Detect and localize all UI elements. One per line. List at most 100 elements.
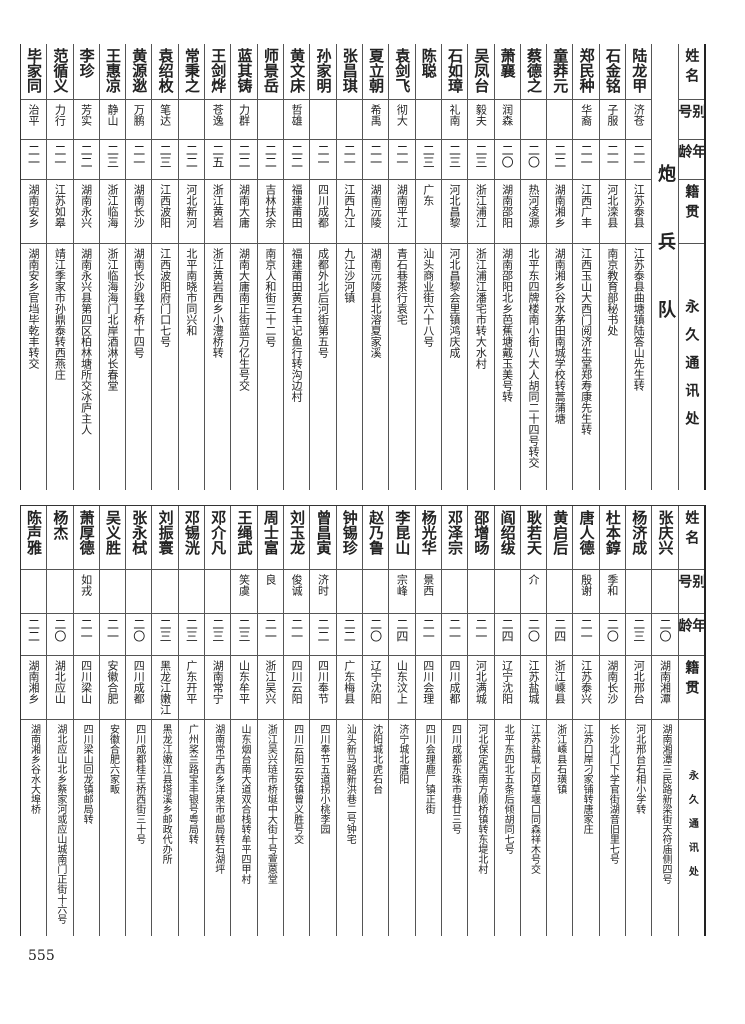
person-origin-text: 四川云阳 [290,660,304,704]
person-name-text: 萧厚德 [77,510,96,555]
person-alias: 苍逸 [205,100,231,140]
person-age-text: 二一 [631,144,646,168]
person-address-text: 湖南大庸南正街蓝万亿生号交 [237,248,251,391]
person-age-text: 二二 [315,618,330,642]
person-alias [468,570,494,614]
person-column: 周士富良二一 浙江吴兴 浙江吴兴琏市桥埏中大街十号萱蒽堂 [256,506,283,936]
person-alias: 季和 [599,570,626,614]
person-address: 河北保定西南方顺桥镇转东堤北村 [468,720,493,936]
person-alias-text: 济时 [316,574,330,596]
person-origin: 湖南湘潭 [652,656,678,720]
person-alias [205,570,231,614]
person-name-text: 萧襄 [498,48,517,78]
person-origin-text: 河北新河 [184,184,198,228]
header-age: 年龄 [676,614,706,656]
person-age-text: 二二 [552,144,567,168]
person-age: 二五 [205,140,231,180]
person-address: 福建莆田黄石丰记鱼行转沟边村 [284,244,309,490]
person-alias-text: 良 [263,574,277,585]
person-alias-text: 希禹 [369,104,383,126]
person-origin-text: 四川成都 [316,184,330,228]
person-age: 二〇 [126,614,152,656]
person-name-text: 石如璋 [446,48,465,93]
person-origin: 湖南沅陵 [362,180,389,244]
person-age-text: 二四 [500,618,515,642]
person-age-text: 二一 [131,144,146,168]
person-origin-text: 湖南常宁 [211,660,225,704]
person-origin-text: 江苏泰兴 [579,660,593,704]
person-origin-text: 湖南长沙 [605,660,619,704]
person-name-text: 童莽元 [551,48,570,93]
person-address: 四川梁山回龙镇邮局转 [74,720,99,936]
person-age: 二一 [468,614,494,656]
person-age-text: 二三 [237,618,252,642]
person-origin-text: 湖南平江 [395,184,409,228]
person-address: 汕头商业街六十八号 [416,244,441,490]
person-address: 北平南晓市同兴和 [179,244,204,490]
person-name-text: 陈聪 [419,48,438,78]
person-age-text: 二〇 [658,618,673,642]
person-name: 邓泽宗 [441,506,468,570]
person-age: 二一 [47,140,73,180]
person-age: 二一 [573,614,599,656]
person-column: 黄文床 哲雄 二二 福建莆田 福建莆田黄石丰记鱼行转沟边村 [283,44,310,490]
person-alias: 笑虞 [231,570,257,614]
person-address-text: 湖南长沙戥子桥十四号 [132,248,146,358]
person-name-text: 张庆兴 [656,510,675,555]
person-address-text: 北平东四北五条后倾胡同七号 [502,724,514,854]
person-origin: 江西波阳 [152,180,178,244]
person-origin: 江西广丰 [573,180,599,244]
person-column: 唐人德 殷谢 二一 江苏泰兴 江苏口岸刁家铺转唐家庄 [572,506,599,936]
person-origin: 广东开平 [178,656,205,720]
person-age-text: 二二 [263,144,278,168]
person-address: 四川云阳云安镇曾义胜号交 [284,720,309,936]
person-address-text: 四川成都桂王桥西街三十号 [133,724,145,844]
person-name: 吴凤台 [468,44,494,100]
person-origin-text: 湖南湘潭 [658,660,672,704]
person-column: 常秉之 二二 河北新河 北平南晓市同兴和 [177,44,205,490]
person-origin-text: 湖南长沙 [132,184,146,228]
person-age-text: 二〇 [368,618,383,642]
person-age-text: 二三 [210,618,225,642]
person-name-text: 常秉之 [182,48,201,93]
person-address: 浙江临海海门北岸酒淋长春堂 [100,244,125,490]
person-column: 杨光华 景西 二一 四川会理 四川会理鹿厂镇正街 [414,506,441,936]
person-name: 蓝其铸 [231,44,257,100]
person-age: 二三 [441,140,468,180]
person-age-text: 二一 [421,618,436,642]
person-origin-text: 河北邢台 [632,660,646,704]
person-alias [415,100,441,140]
person-age-text: 二一 [368,144,383,168]
person-address: 江苏盐城上冈草堰口同森祥木号交 [521,720,546,936]
person-alias [494,570,520,614]
person-origin-text: 湖南沅陵 [369,184,383,228]
person-age-text: 二〇 [605,618,620,642]
person-age: 二〇 [494,140,520,180]
person-age: 二一 [599,140,626,180]
person-origin: 浙江临海 [99,180,126,244]
person-address-text: 北平南晓市同兴和 [184,248,198,336]
person-address: 浙江吴兴琏市桥埏中大街十号萱蒽堂 [258,720,283,936]
person-alias-text: 芳实 [79,104,93,126]
person-name-text: 唐人德 [577,510,596,555]
person-address: 浙江黄岩西乡小澧桥转 [205,244,230,490]
person-name-text: 王惠凉 [103,48,122,93]
person-address: 江西波阳府门口七号 [152,244,177,490]
person-column: 张庆兴 二〇 湖南湘潭 湖南湘潭三民路新梁街天符庙侧四号 [651,506,678,936]
person-name-text: 王剑烨 [209,48,228,93]
person-address-text: 河北保定西南方顺桥镇转东堤北村 [475,724,487,874]
person-origin-text: 四川会理 [421,660,435,704]
person-origin: 湖南大庸 [231,180,257,244]
person-origin-text: 江苏如皋 [53,184,67,228]
person-alias: 华裔 [573,100,599,140]
person-origin-text: 广东梅县 [342,660,356,704]
person-origin: 广东梅县 [336,656,362,720]
person-address-text: 湖南常宁西乡洋泉市邮局转石湖坪 [212,724,224,874]
person-origin-text: 湖南大庸 [237,184,251,228]
person-age-text: 二一 [105,618,120,642]
person-age: 二〇 [362,614,389,656]
person-alias: 静山 [99,100,126,140]
person-age: 二二 [310,614,336,656]
person-age-text: 二三 [473,144,488,168]
header-address-text: 永久通讯处 [686,770,698,890]
